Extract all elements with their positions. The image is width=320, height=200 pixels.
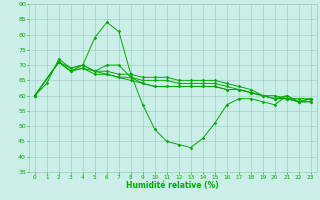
X-axis label: Humidité relative (%): Humidité relative (%) (126, 181, 219, 190)
